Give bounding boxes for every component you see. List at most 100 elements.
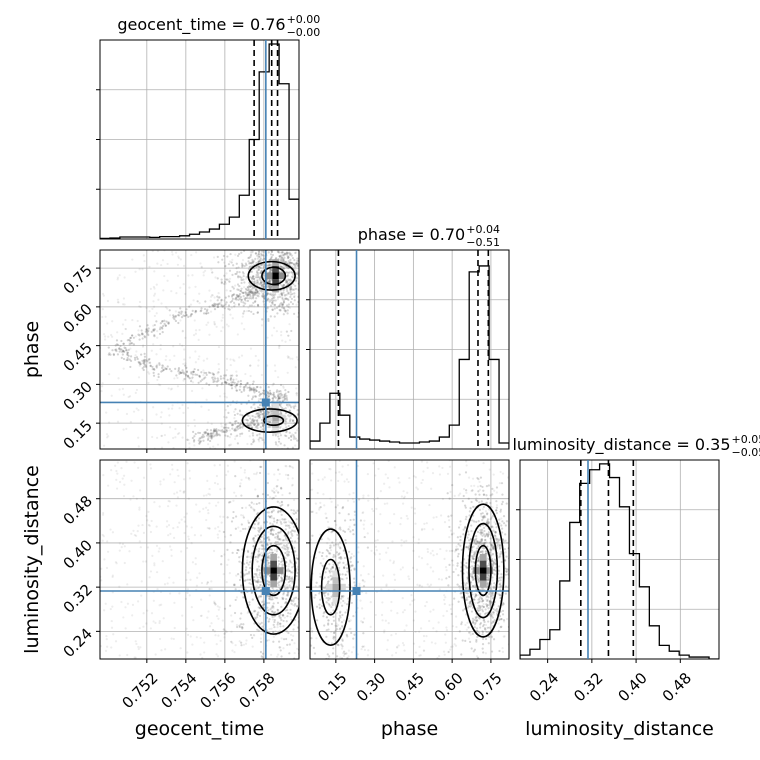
sample-point: [271, 610, 274, 613]
sample-point: [115, 349, 118, 353]
sample-point: [215, 303, 219, 306]
sample-point: [301, 248, 303, 250]
sample-point: [101, 315, 104, 319]
sample-point: [186, 374, 190, 378]
sample-point: [495, 491, 498, 494]
sample-point: [240, 644, 243, 647]
sample-point: [206, 526, 209, 530]
sample-point: [146, 609, 149, 612]
sample-point: [483, 542, 486, 545]
sample-point: [303, 252, 305, 254]
sample-point: [330, 500, 333, 503]
sample-point: [247, 394, 250, 397]
sample-point: [282, 591, 285, 595]
sample-point: [268, 539, 271, 542]
sample-point: [252, 294, 255, 297]
sample-point: [262, 254, 265, 257]
sample-point: [276, 609, 280, 612]
sample-point: [267, 410, 270, 413]
sample-point: [291, 571, 294, 574]
sample-point: [274, 396, 277, 399]
sample-point: [230, 387, 234, 390]
sample-point: [197, 439, 200, 442]
sample-point: [277, 397, 280, 400]
sample-point: [289, 258, 292, 262]
sample-point: [248, 478, 251, 481]
sample-point: [505, 617, 509, 621]
sample-point: [116, 353, 120, 356]
sample-point: [304, 276, 306, 278]
sample-point: [284, 551, 287, 555]
sample-point: [218, 296, 221, 299]
sample-point: [244, 290, 247, 294]
sample-point: [149, 364, 152, 367]
sample-point: [222, 426, 226, 429]
sample-point: [489, 537, 492, 540]
sample-point: [184, 292, 187, 296]
sample-point: [256, 511, 260, 515]
sample-point: [476, 557, 480, 560]
sample-point: [291, 578, 294, 581]
sample-point: [164, 367, 167, 370]
sample-point: [266, 580, 269, 583]
sample-point: [205, 312, 208, 315]
sample-point: [426, 466, 429, 469]
sample-point: [166, 279, 169, 282]
sample-point: [233, 611, 237, 615]
sample-point: [118, 480, 122, 484]
sample-point: [381, 601, 384, 604]
sample-point: [281, 303, 284, 306]
sample-point: [182, 379, 185, 382]
sample-point: [474, 593, 477, 596]
sample-point: [207, 408, 210, 412]
sample-point: [217, 429, 220, 432]
sample-point: [148, 265, 151, 268]
sample-point: [291, 418, 294, 422]
sample-point: [277, 393, 280, 396]
sample-point: [103, 338, 107, 341]
sample-point: [347, 480, 350, 484]
sample-point: [256, 276, 259, 279]
sample-point: [200, 371, 203, 374]
sample-point: [286, 274, 290, 277]
sample-point: [498, 618, 501, 621]
sample-point: [134, 354, 137, 357]
sample-point: [254, 617, 257, 620]
sample-point: [240, 262, 244, 265]
sample-point: [263, 537, 266, 540]
sample-point: [250, 284, 253, 287]
sample-point: [185, 308, 188, 311]
sample-point: [289, 286, 293, 289]
sample-point: [289, 300, 293, 304]
sample-point: [464, 639, 467, 642]
sample-point: [257, 526, 260, 530]
sample-point: [278, 502, 281, 505]
sample-point: [295, 567, 298, 570]
sample-point: [402, 502, 405, 505]
sample-point: [238, 427, 242, 430]
sample-point: [277, 468, 280, 471]
sample-point: [155, 353, 158, 356]
sample-point: [278, 622, 282, 625]
sample-point: [275, 443, 278, 446]
sample-point: [128, 338, 131, 341]
sample-point: [475, 640, 478, 643]
sample-point: [280, 487, 283, 490]
sample-point: [239, 432, 242, 436]
sample-point: [287, 271, 290, 274]
sample-point: [146, 360, 149, 363]
sample-point: [259, 263, 263, 266]
sample-point: [138, 540, 141, 543]
sample-point: [306, 263, 308, 265]
sample-point: [280, 258, 283, 261]
sample-point: [209, 310, 213, 313]
sample-point: [365, 592, 368, 595]
sample-point: [270, 269, 273, 272]
sample-point: [273, 591, 276, 594]
sample-point: [206, 508, 210, 512]
sample-point: [366, 473, 369, 476]
sample-point: [213, 380, 216, 383]
sample-point: [254, 252, 258, 255]
sample-point: [451, 549, 454, 552]
sample-point: [293, 530, 297, 533]
